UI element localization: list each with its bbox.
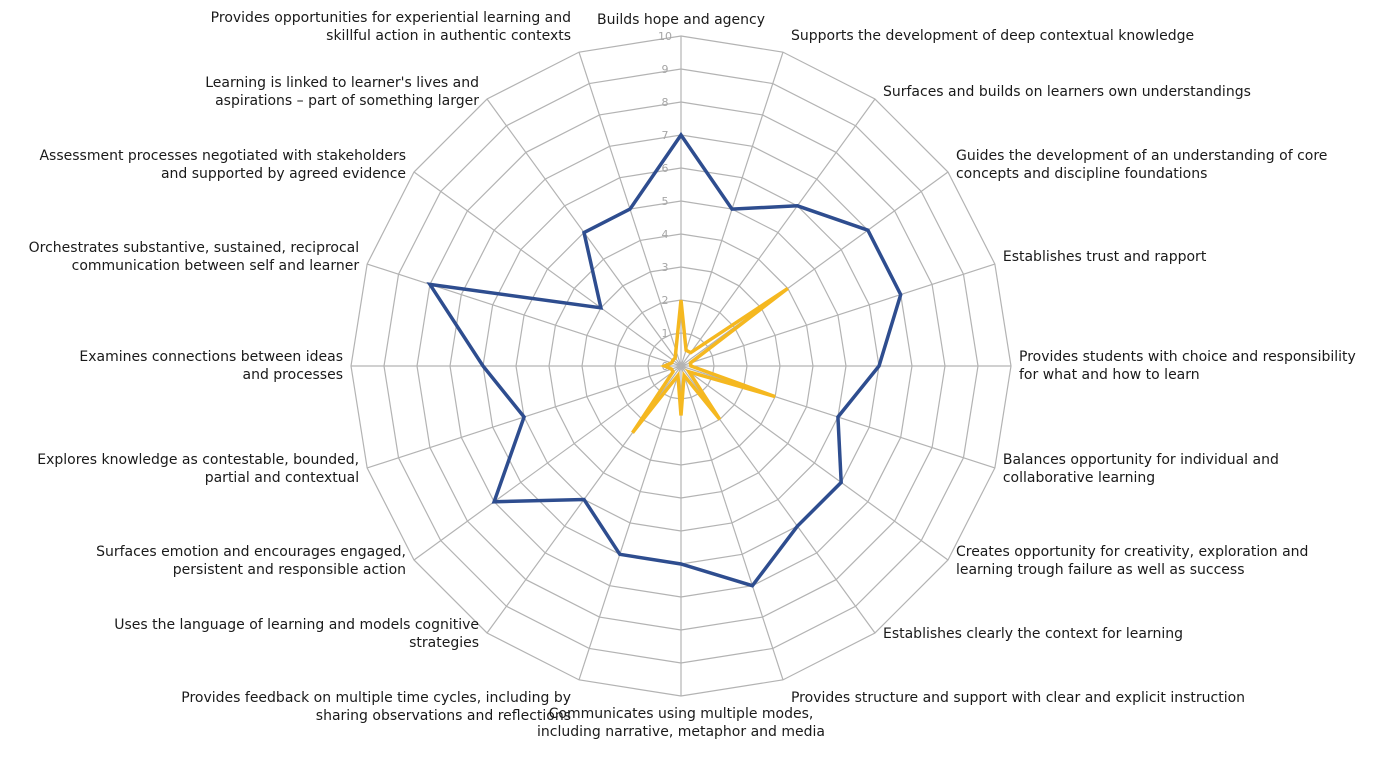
category-label-10-line-0: Communicates using multiple modes, [549, 706, 814, 722]
category-label-16-line-0: Orchestrates substantive, sustained, rec… [29, 240, 360, 256]
category-label-2-line-0: Surfaces and builds on learners own unde… [883, 84, 1251, 100]
tick-label-4: 4 [662, 228, 669, 241]
category-label-13-line-1: persistent and responsible action [173, 562, 406, 578]
grid-spoke-17 [413, 171, 682, 367]
category-label-6-line-1: collaborative learning [1003, 470, 1155, 486]
category-label-3: Guides the development of an understandi… [956, 148, 1327, 182]
tick-label-9: 9 [662, 63, 669, 76]
category-label-18-line-1: aspirations – part of something larger [215, 93, 479, 109]
category-label-14: Explores knowledge as contestable, bound… [37, 452, 359, 486]
category-label-0: Builds hope and agency [597, 12, 765, 28]
grid-spoke-7 [680, 365, 949, 561]
category-label-14-line-0: Explores knowledge as contestable, bound… [37, 452, 359, 468]
category-label-19: Provides opportunities for experiential … [211, 10, 571, 44]
category-label-18: Learning is linked to learner's lives an… [205, 75, 479, 109]
category-label-5-line-0: Provides students with choice and respon… [1019, 349, 1356, 365]
series-2-line [631, 286, 789, 434]
category-label-4: Establishes trust and rapport [1003, 249, 1207, 265]
category-label-1-line-0: Supports the development of deep context… [791, 28, 1194, 44]
grid-spoke-13 [413, 365, 682, 561]
tick-label-5: 5 [662, 195, 669, 208]
grid-spoke-11 [578, 365, 682, 681]
category-label-10-line-1: including narrative, metaphor and media [537, 724, 825, 740]
category-label-14-line-1: partial and contextual [205, 470, 359, 486]
grid-spoke-2 [680, 98, 876, 367]
category-label-0-line-0: Builds hope and agency [597, 12, 765, 28]
category-label-13-line-0: Surfaces emotion and encourages engaged, [96, 544, 406, 560]
category-label-5-line-1: for what and how to learn [1019, 367, 1200, 383]
category-label-3-line-1: concepts and discipline foundations [956, 166, 1207, 182]
grid-spoke-3 [680, 171, 949, 367]
category-label-17-line-0: Assessment processes negotiated with sta… [39, 148, 406, 164]
category-label-16-line-1: communication between self and learner [72, 258, 360, 274]
tick-label-1: 1 [662, 327, 669, 340]
grid-spoke-4 [680, 263, 996, 367]
grid-spoke-9 [680, 365, 784, 681]
category-labels: Builds hope and agency Supports the devel… [29, 10, 1356, 740]
category-label-9: Provides structure and support with clea… [791, 690, 1245, 706]
category-label-11-line-1: sharing observations and reflections [316, 708, 571, 724]
category-label-13: Surfaces emotion and encourages engaged,… [96, 544, 406, 578]
category-label-18-line-0: Learning is linked to learner's lives an… [205, 75, 479, 91]
category-label-12-line-0: Uses the language of learning and models… [114, 617, 479, 633]
category-label-4-line-0: Establishes trust and rapport [1003, 249, 1207, 265]
category-label-12: Uses the language of learning and models… [114, 617, 479, 651]
category-label-2: Surfaces and builds on learners own unde… [883, 84, 1251, 100]
category-label-9-line-0: Provides structure and support with clea… [791, 690, 1245, 706]
category-label-7: Creates opportunity for creativity, expl… [956, 544, 1308, 578]
tick-label-7: 7 [662, 129, 669, 142]
category-label-19-line-0: Provides opportunities for experiential … [211, 10, 571, 26]
category-label-17: Assessment processes negotiated with sta… [39, 148, 406, 182]
category-label-6: Balances opportunity for individual and c… [1003, 452, 1279, 486]
category-label-3-line-0: Guides the development of an understandi… [956, 148, 1327, 164]
tick-label-3: 3 [662, 261, 669, 274]
tick-label-10: 10 [658, 30, 672, 43]
category-label-19-line-1: skillful action in authentic contexts [326, 28, 571, 44]
category-label-15: Examines connections between ideas and pr… [79, 349, 343, 383]
category-label-17-line-1: and supported by agreed evidence [161, 166, 406, 182]
category-label-8: Establishes clearly the context for lear… [883, 626, 1183, 642]
category-label-10: Communicates using multiple modes, includ… [537, 706, 825, 740]
grid-spoke-16 [366, 263, 682, 367]
radar-series [426, 131, 903, 588]
tick-label-8: 8 [662, 96, 669, 109]
category-label-15-line-1: and processes [243, 367, 344, 383]
category-label-8-line-0: Establishes clearly the context for lear… [883, 626, 1183, 642]
tick-label-2: 2 [662, 294, 669, 307]
category-label-5: Provides students with choice and respon… [1019, 349, 1356, 383]
category-label-1: Supports the development of deep context… [791, 28, 1194, 44]
tick-label-6: 6 [662, 162, 669, 175]
category-label-11: Provides feedback on multiple time cycle… [181, 690, 571, 724]
category-label-7-line-1: learning trough failure as well as succe… [956, 562, 1245, 578]
category-label-6-line-0: Balances opportunity for individual and [1003, 452, 1279, 468]
category-label-16: Orchestrates substantive, sustained, rec… [29, 240, 360, 274]
category-label-11-line-0: Provides feedback on multiple time cycle… [181, 690, 571, 706]
category-label-12-line-1: strategies [409, 635, 479, 651]
category-label-7-line-0: Creates opportunity for creativity, expl… [956, 544, 1308, 560]
series-1-line [426, 131, 903, 588]
category-label-15-line-0: Examines connections between ideas [79, 349, 343, 365]
